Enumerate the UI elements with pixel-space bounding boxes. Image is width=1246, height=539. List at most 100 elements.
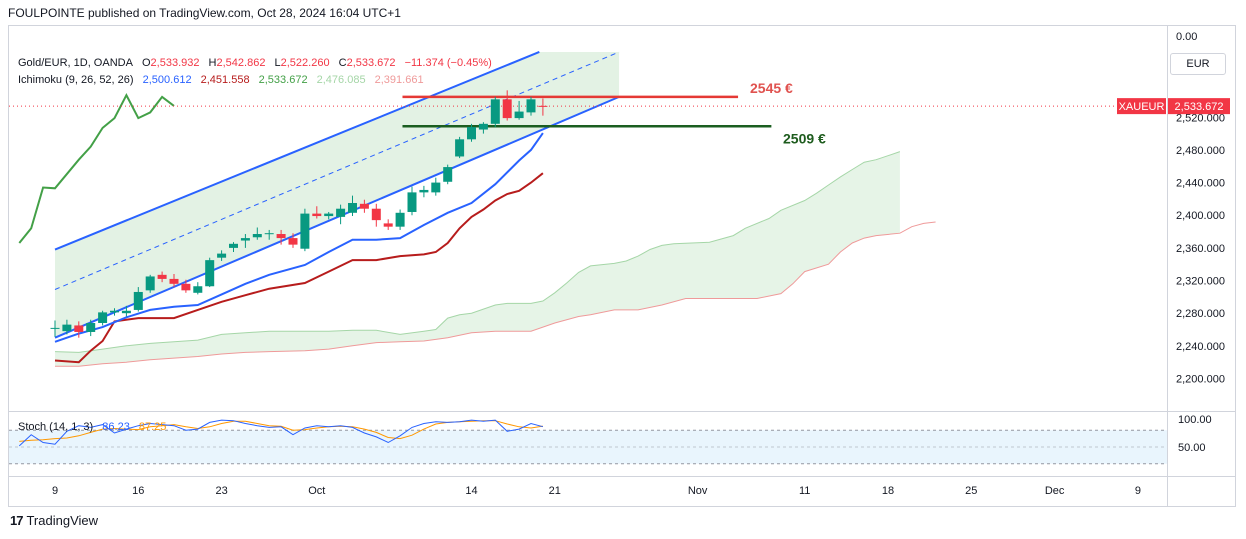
legend-change: −11.374 (−0.45%) [404,57,492,69]
y-tick-label: 2,520.000 [1176,112,1225,124]
candle[interactable] [300,208,310,252]
candle-body [478,123,488,130]
candle-body [526,99,536,113]
candle-body [121,310,131,314]
candle-body [419,189,429,193]
y-tick-label: 2,480.000 [1176,145,1225,157]
candle[interactable] [240,234,250,248]
legend-h-label: H [208,57,217,69]
x-tick-label: 23 [215,485,227,497]
candle-body [288,238,298,245]
x-tick-label: 18 [882,485,894,497]
candle-body [86,322,96,332]
legend-stoch-d: 87.25 [138,421,167,433]
ichimoku-chikou-line [18,93,175,244]
candle[interactable] [205,257,215,288]
candle[interactable] [455,136,465,159]
legend-symbol[interactable]: Gold/EUR, 1D, OANDA O2,533.932 H2,542.86… [18,57,498,69]
candle-body [264,233,274,235]
ichimoku-span-a-line [54,151,901,353]
y-tick-label: 2,240.000 [1176,341,1225,353]
channel-middle-line [54,51,620,290]
price-tag-label: 2,533.672 [1175,101,1224,113]
legend-ichimoku-name: Ichimoku (9, 26, 52, 26) [18,74,134,86]
candle[interactable] [407,186,417,216]
candle-body [240,238,250,241]
candle[interactable] [110,308,119,316]
resistance-label: 2545 € [750,80,793,96]
candle[interactable] [145,274,155,293]
candle[interactable] [121,305,131,317]
legend-high: 2,542.862 [216,57,266,69]
ichimoku-span-b-line [55,221,936,367]
candle[interactable] [348,195,357,217]
y-tick-label: 2,320.000 [1176,276,1225,288]
candle[interactable] [371,203,381,227]
candle[interactable] [229,242,238,252]
candle[interactable] [514,100,524,120]
candle[interactable] [490,96,500,128]
legend-close: 2,533.672 [346,57,396,69]
legend-l-label: L [274,57,281,69]
candle-body [348,202,357,213]
channel-fill [55,51,620,338]
candle[interactable] [133,287,143,312]
legend-c-label: C [338,57,347,69]
legend-low: 2,522.260 [280,57,330,69]
candle[interactable] [336,204,346,225]
candle[interactable] [62,319,72,335]
candle[interactable] [419,185,429,198]
candle[interactable] [157,271,167,283]
candle[interactable] [252,227,262,240]
footer-brand: 17 TradingView [10,513,98,528]
candle[interactable] [169,274,179,288]
candle[interactable] [193,282,203,295]
candle[interactable] [526,96,536,116]
tradingview-logo-icon: 17 [10,513,24,528]
candle[interactable] [324,211,334,220]
candle[interactable] [383,219,393,230]
candle[interactable] [288,233,298,248]
candle[interactable] [264,229,274,240]
candle-body [276,234,286,239]
candle[interactable] [74,321,84,338]
candle-body [205,260,215,287]
candle[interactable] [538,98,548,116]
channel-lower-line [54,95,620,339]
legend-stoch-k: 86.23 [102,421,130,433]
candle[interactable] [181,279,191,293]
candle[interactable] [443,164,453,185]
y-tick-label: 2,400.000 [1176,210,1225,222]
candle[interactable] [312,206,322,219]
candle[interactable] [98,310,108,326]
candle[interactable] [502,90,512,121]
legend-open: 2,533.932 [150,57,200,69]
candle-body [431,182,441,193]
legend-o-label: O [141,57,151,69]
candle[interactable] [431,177,441,196]
legend-stoch-name: Stoch (14, 1, 3) [18,421,94,433]
legend-stoch[interactable]: Stoch (14, 1, 3) 86.23 87.25 [18,421,172,433]
candle[interactable] [478,122,488,134]
candle-body [514,111,524,119]
currency-button[interactable]: EUR [1170,53,1226,75]
legend-ichimoku[interactable]: Ichimoku (9, 26, 52, 26) 2,500.612 2,451… [18,74,430,86]
candle[interactable] [395,209,405,230]
publish-header: FOULPOINTE published on TradingView.com,… [8,6,401,20]
candle[interactable] [467,123,476,142]
candle[interactable] [50,320,60,337]
candle-body [193,286,203,293]
candle[interactable] [359,199,369,213]
x-tick-label: 11 [799,485,810,497]
candle[interactable] [217,250,227,261]
chart-frame [8,25,1236,507]
ichimoku-kijun-line [54,172,544,364]
x-tick-label: 21 [549,485,561,497]
candle-body [217,253,227,258]
candle[interactable] [276,229,286,245]
candle-body [371,208,381,221]
x-tick-label: 16 [132,485,144,497]
candle-body [300,213,310,249]
candle[interactable] [86,319,96,337]
